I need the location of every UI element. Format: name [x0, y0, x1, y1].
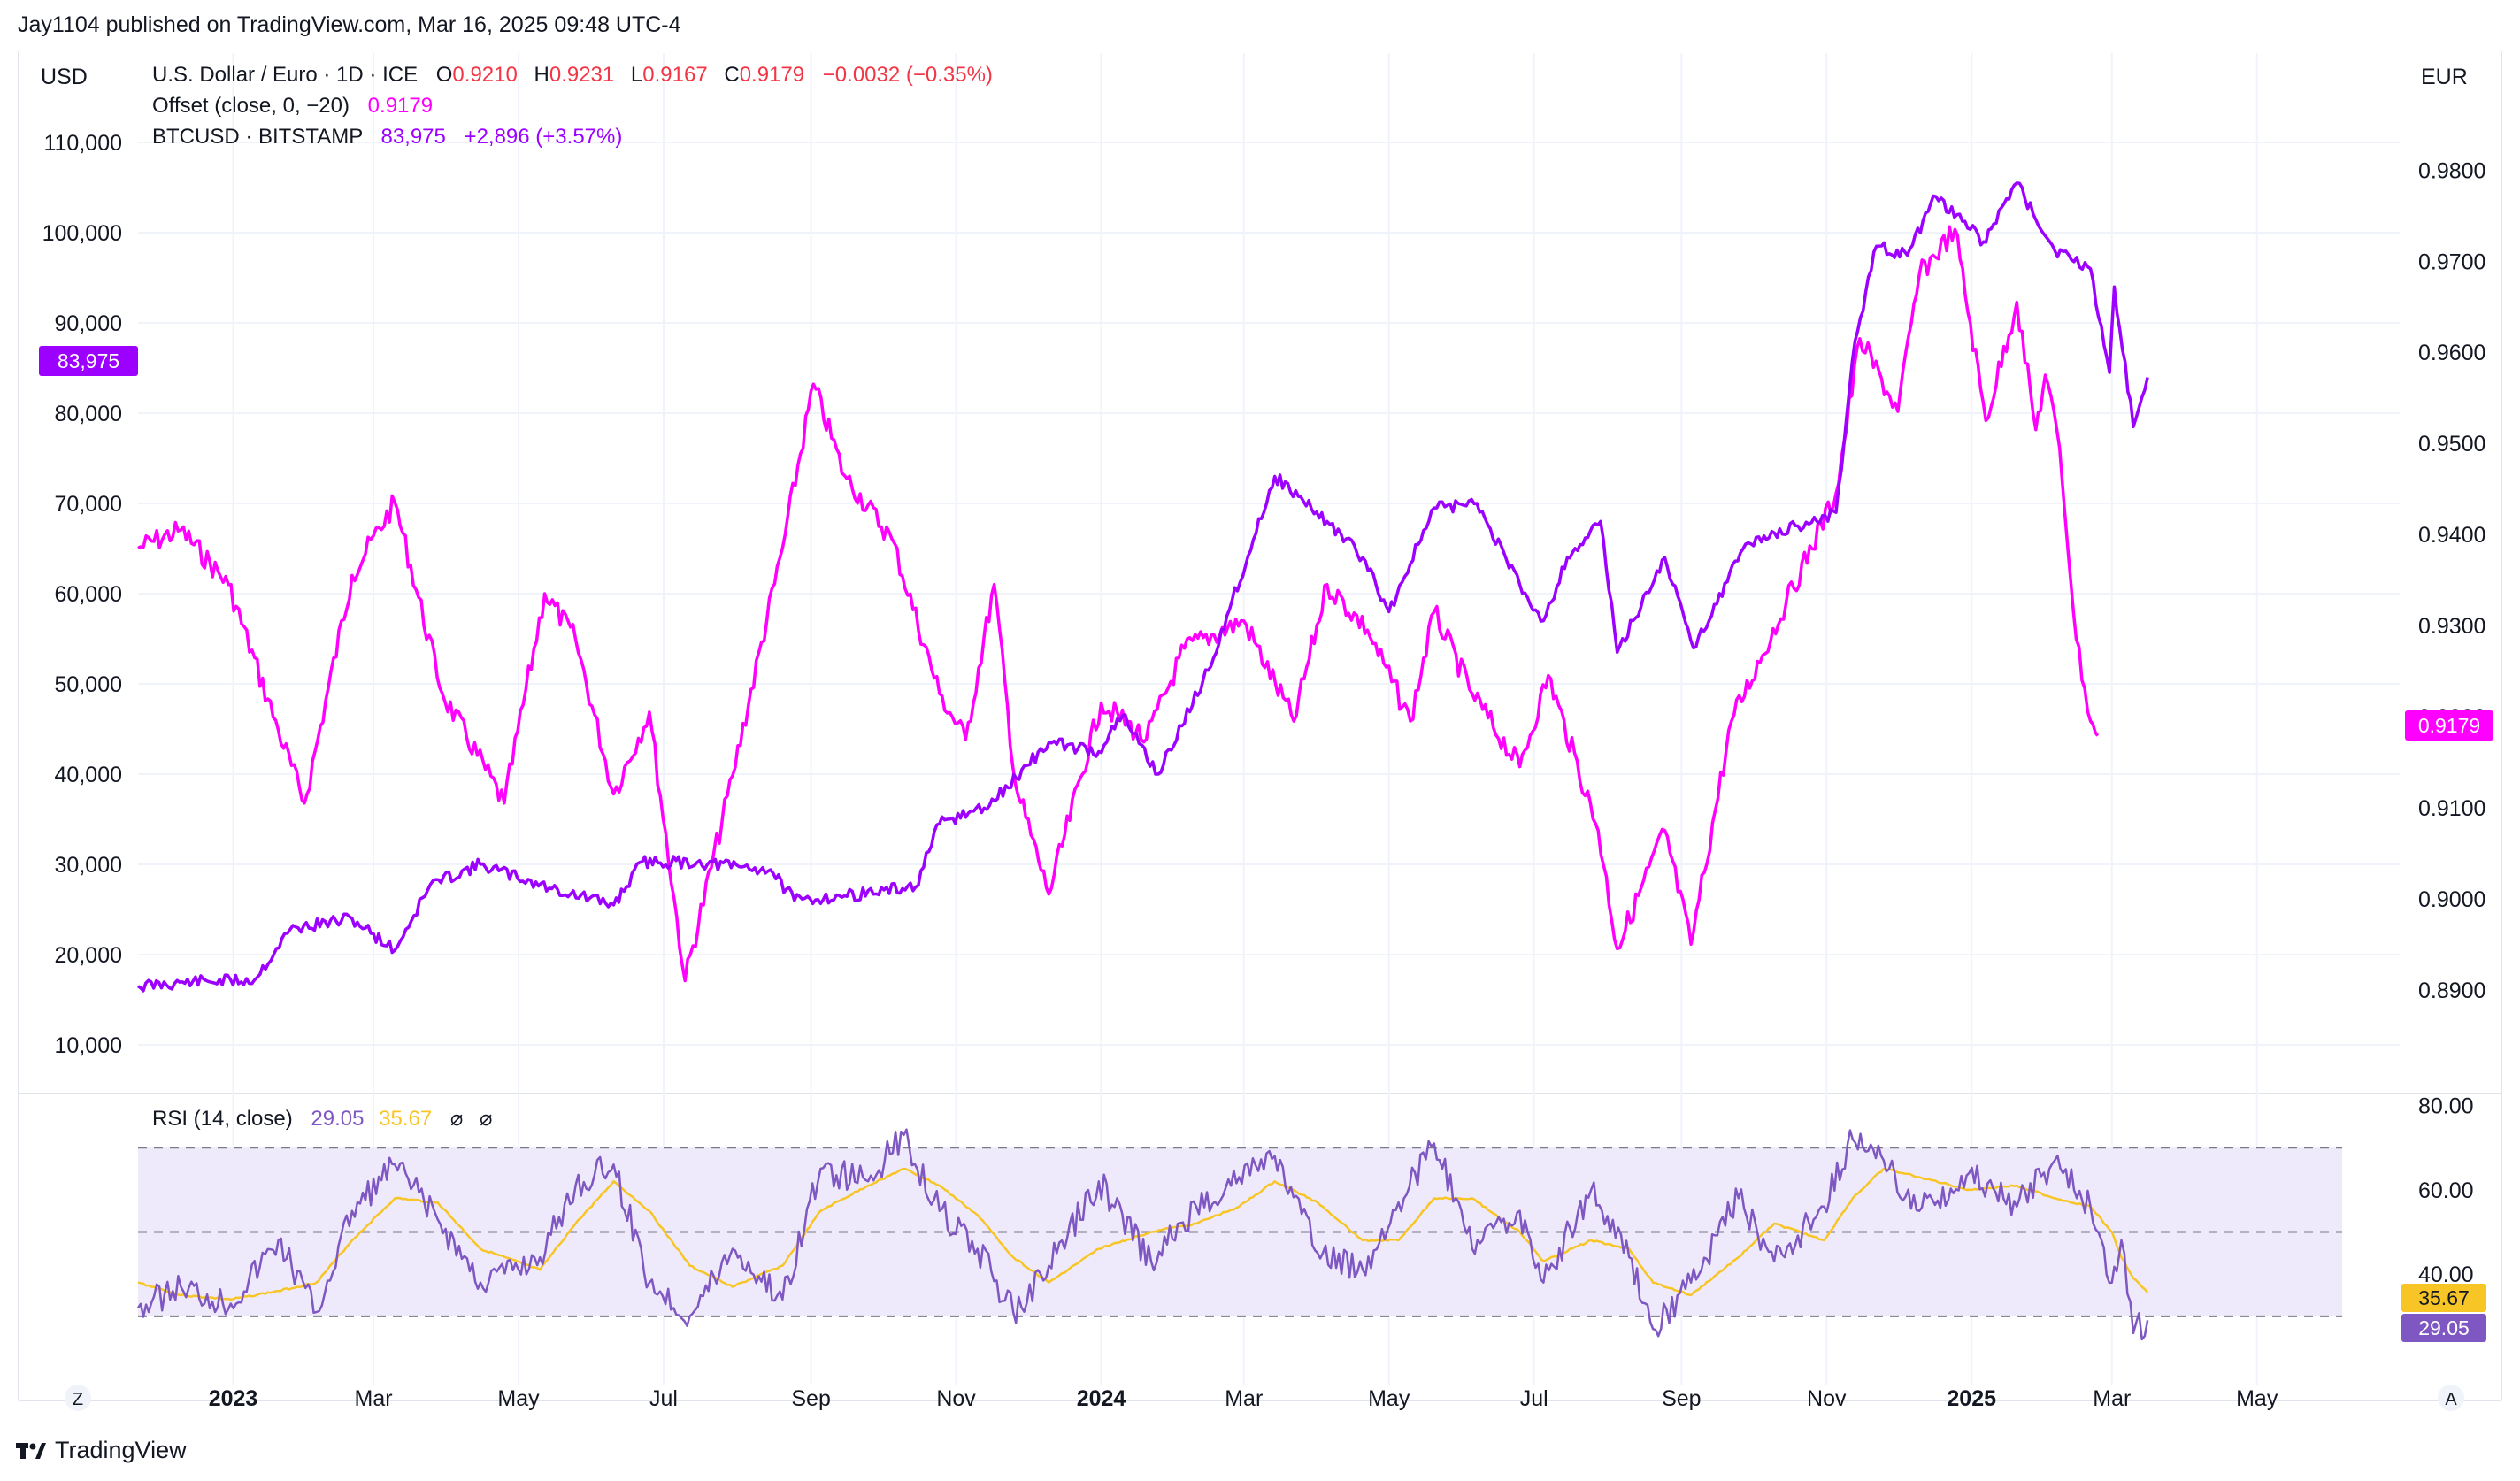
legend-change: −0.0032 (−0.35%) [823, 63, 993, 87]
rsi-tick-label: 60.00 [2418, 1178, 2474, 1203]
legend-high: 0.9231 [549, 63, 614, 87]
right-tick-label: 0.9300 [2418, 614, 2485, 639]
eur-price-tag: 0.9179 [2405, 710, 2493, 740]
left-axis-label[interactable]: USD [41, 65, 88, 89]
rsi-tick-label: 80.00 [2418, 1094, 2474, 1119]
left-tick-label: 30,000 [55, 853, 122, 878]
x-tick-label: 2023 [209, 1386, 258, 1411]
x-tick-label: May [497, 1386, 540, 1411]
left-tick-label: 60,000 [55, 582, 122, 607]
x-tick-label: 2024 [1077, 1386, 1126, 1411]
brand[interactable]: TradingView [16, 1437, 187, 1464]
x-tick-label: Mar [1225, 1386, 1263, 1411]
rsi-tick-label: 40.00 [2418, 1262, 2474, 1287]
legend-btc-name: BTCUSD · BITSTAMP [152, 125, 363, 149]
right-tick-label: 0.9800 [2418, 158, 2485, 183]
legend-rsi-value: 29.05 [311, 1107, 364, 1131]
legend-btc[interactable]: BTCUSD · BITSTAMP 83,975 +2,896 (+3.57%) [152, 125, 622, 149]
empty-set-icon: ⌀ [480, 1107, 492, 1131]
legend-btc-change: +2,896 (+3.57%) [465, 125, 623, 149]
x-tick-label: May [1368, 1386, 1410, 1411]
x-tick-label: 2025 [1947, 1386, 1996, 1411]
right-tick-label: 0.9400 [2418, 523, 2485, 548]
x-tick-label: Nov [1807, 1386, 1847, 1411]
right-tick-label: 0.9700 [2418, 249, 2485, 274]
btc-price-tag-text: 83,975 [58, 349, 119, 372]
legend-close: 0.9179 [740, 63, 804, 87]
tradingview-logo-icon [16, 1442, 46, 1459]
zoom-button[interactable]: Z [65, 1385, 91, 1411]
legend-rsi-name: RSI (14, close) [152, 1107, 293, 1131]
x-tick-label: Mar [355, 1386, 393, 1411]
legend-main[interactable]: U.S. Dollar / Euro · 1D · ICE O0.9210 H0… [152, 63, 993, 87]
rsi-line[interactable] [136, 1128, 2149, 1341]
right-tick-label: 0.9600 [2418, 341, 2485, 365]
legend-rsi-ma: 35.67 [379, 1107, 432, 1131]
legend-offset[interactable]: Offset (close, 0, −20) 0.9179 [152, 94, 433, 118]
rsi-tag-text: 29.05 [2418, 1316, 2470, 1339]
left-tick-label: 10,000 [55, 1033, 122, 1058]
brand-name: TradingView [55, 1437, 187, 1463]
right-tick-label: 0.9500 [2418, 432, 2485, 457]
legend-offset-name: Offset (close, 0, −20) [152, 94, 350, 118]
left-tick-label: 110,000 [43, 131, 122, 156]
x-tick-label: Sep [791, 1386, 830, 1411]
left-tick-label: 20,000 [55, 943, 122, 968]
legend-btc-value: 83,975 [380, 125, 445, 149]
publisher-line: Jay1104 published on TradingView.com, Ma… [18, 12, 681, 37]
x-tick-label: Sep [1662, 1386, 1701, 1411]
right-tick-label: 0.9100 [2418, 796, 2485, 821]
left-tick-label: 90,000 [55, 311, 122, 336]
right-tick-label: 0.9000 [2418, 887, 2485, 912]
right-tick-label: 0.8900 [2418, 978, 2485, 1003]
eur-price-tag-text: 0.9179 [2418, 714, 2480, 737]
left-tick-label: 100,000 [42, 221, 122, 246]
auto-scale-button-label: A [2445, 1390, 2457, 1409]
empty-set-icon: ⌀ [450, 1107, 463, 1131]
legend-low: 0.9167 [642, 63, 707, 87]
x-tick-label: Jul [649, 1386, 678, 1411]
rsi-ma-tag-text: 35.67 [2418, 1286, 2470, 1309]
rsi-ma-tag: 35.67 [2401, 1284, 2486, 1312]
btc-price-tag: 83,975 [39, 346, 138, 376]
legend-offset-value: 0.9179 [368, 94, 433, 118]
legend-rsi[interactable]: RSI (14, close) 29.05 35.67 ⌀ ⌀ [152, 1107, 492, 1131]
left-tick-label: 70,000 [55, 492, 122, 517]
plot-lines [136, 181, 2149, 1341]
x-tick-label: Mar [2093, 1386, 2131, 1411]
auto-scale-button[interactable]: A [2438, 1385, 2464, 1411]
x-tick-label: May [2236, 1386, 2278, 1411]
legend-open: 0.9210 [452, 63, 517, 87]
rsi-tag: 29.05 [2401, 1314, 2486, 1342]
x-tick-label: Nov [936, 1386, 976, 1411]
right-axis-label[interactable]: EUR [2421, 65, 2468, 89]
left-tick-label: 80,000 [55, 402, 122, 426]
btcusd-line[interactable] [137, 181, 2149, 993]
left-tick-label: 50,000 [55, 672, 122, 697]
left-tick-label: 40,000 [55, 763, 122, 787]
eur-offset-line[interactable] [137, 225, 2100, 983]
zoom-button-label: Z [73, 1390, 83, 1409]
rsi-band [138, 1147, 2343, 1317]
x-tick-label: Jul [1520, 1386, 1548, 1411]
rsi-ma-line[interactable] [137, 1167, 2149, 1301]
chart-frame [18, 50, 2502, 1401]
legend-main-name: U.S. Dollar / Euro · 1D · ICE [152, 63, 418, 87]
